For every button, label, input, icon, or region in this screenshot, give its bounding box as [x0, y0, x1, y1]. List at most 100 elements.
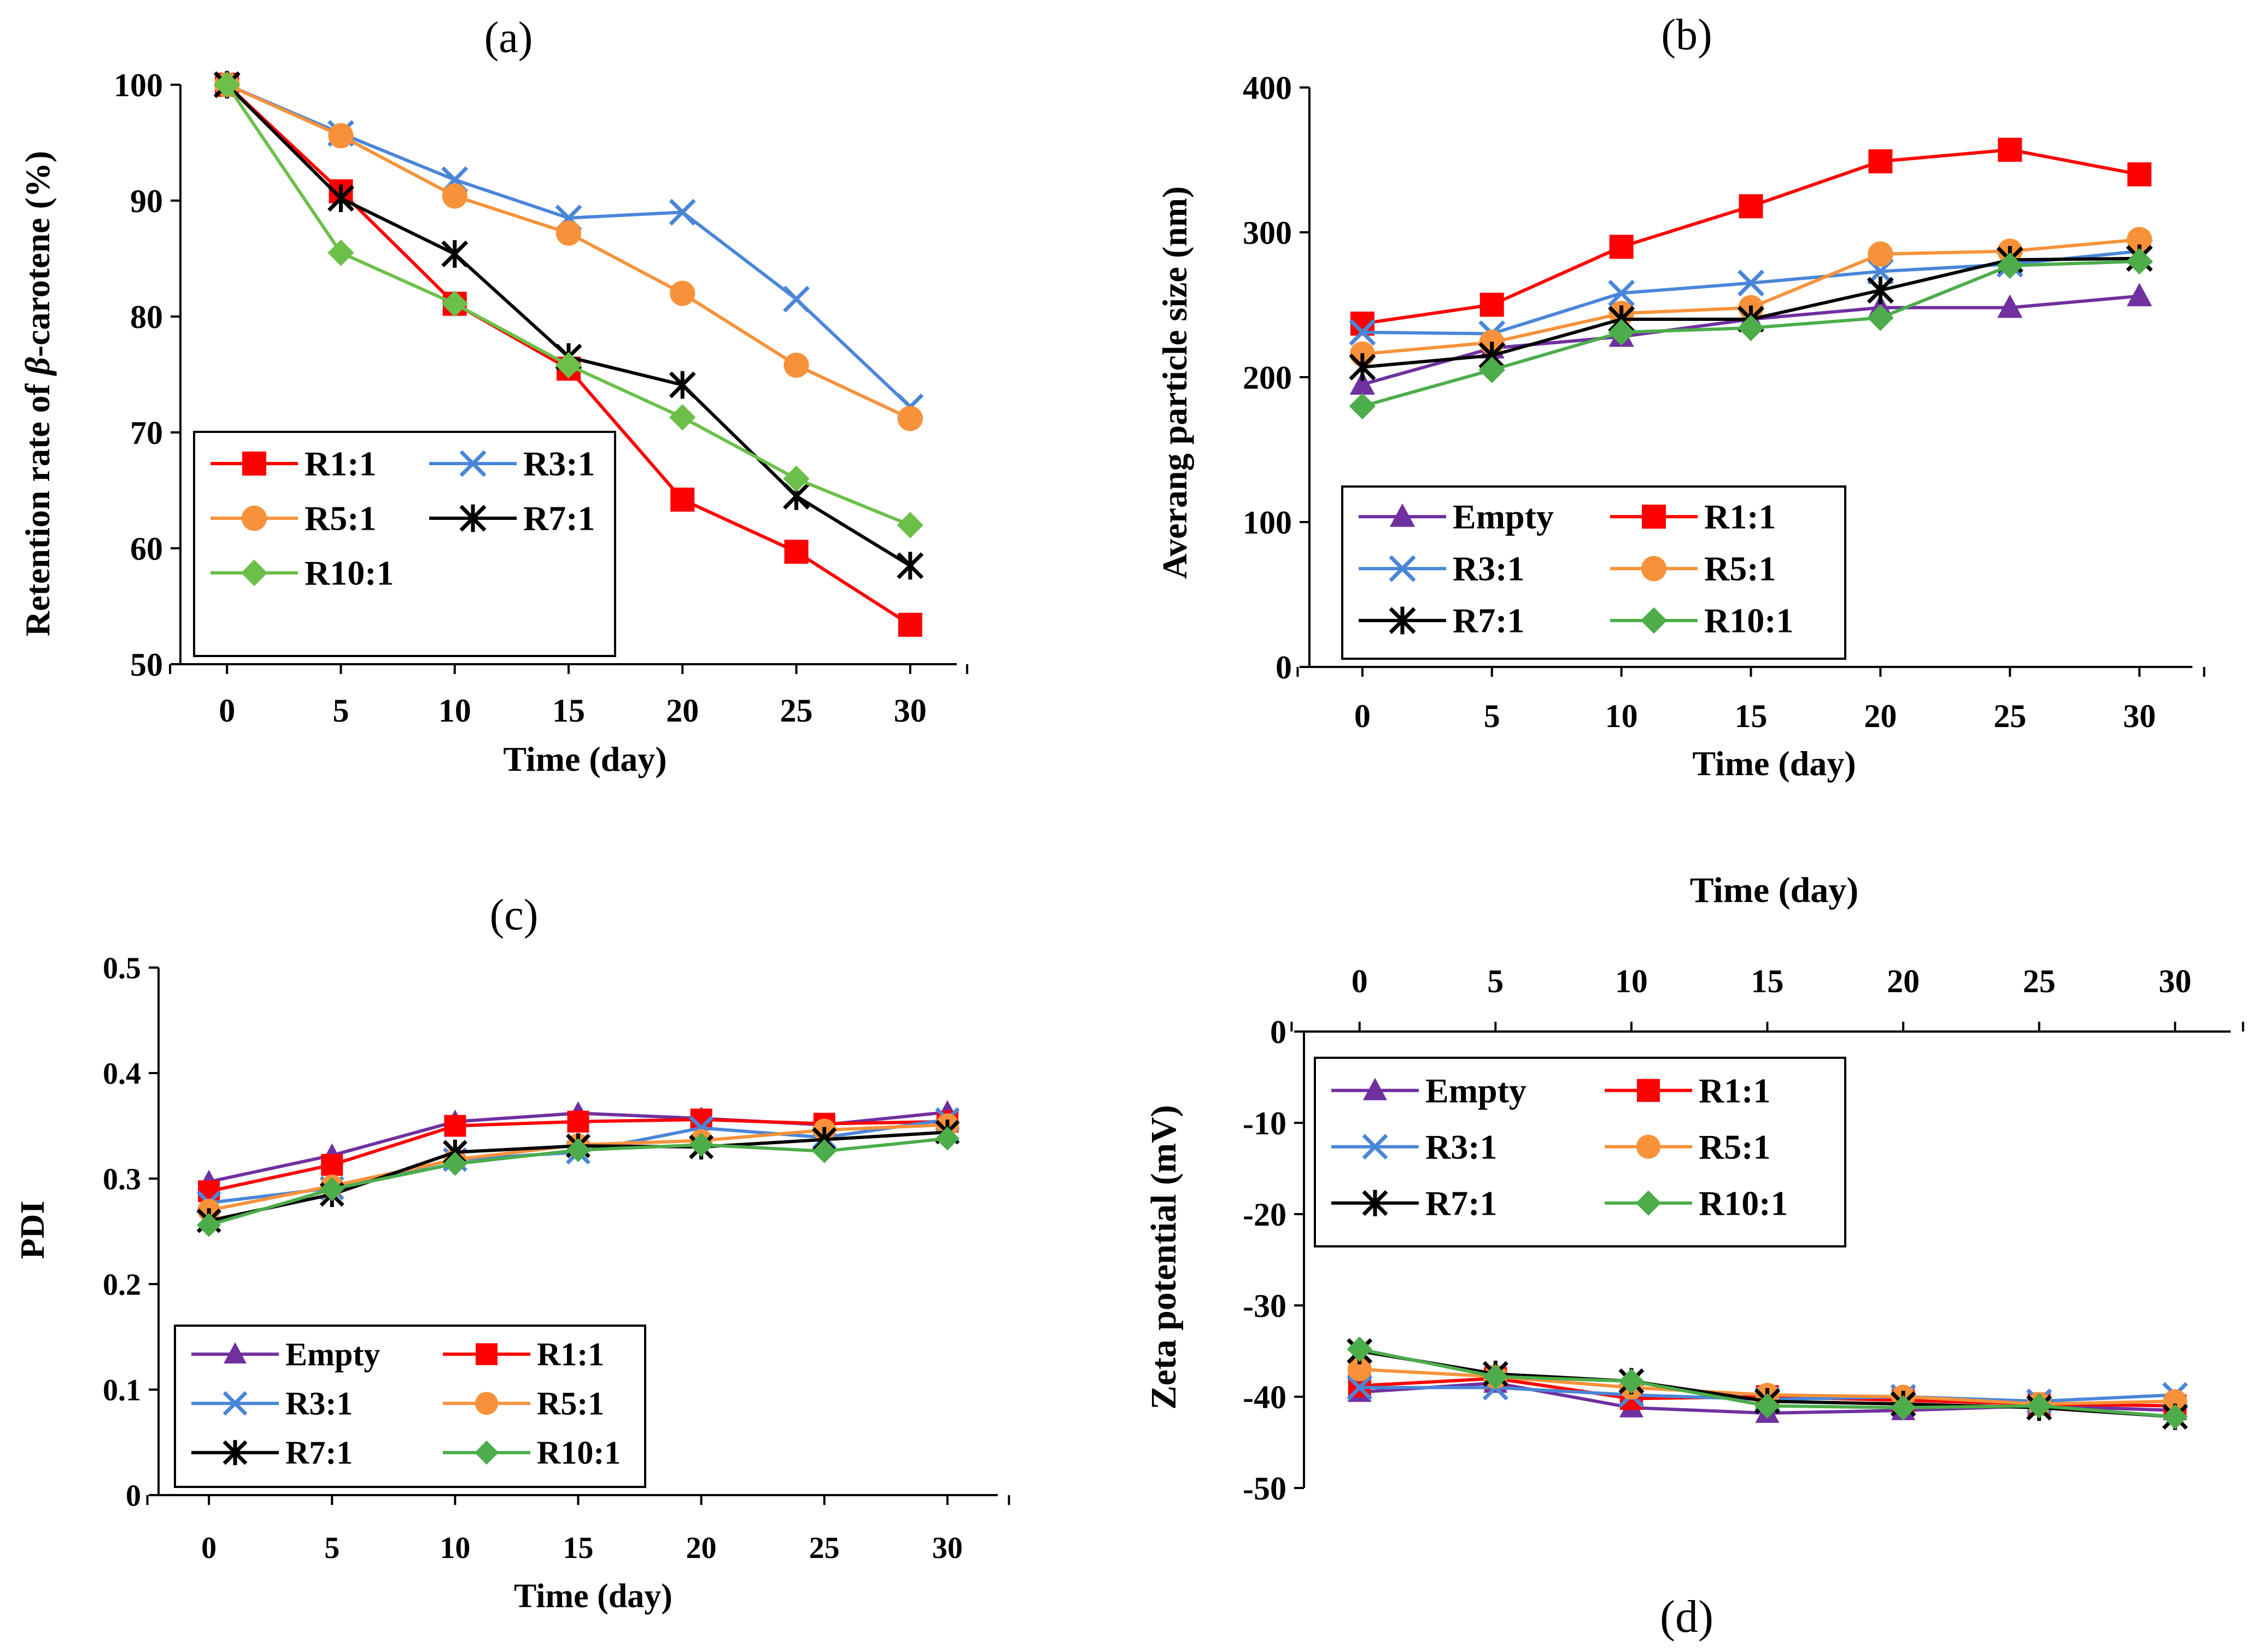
legend-label: R5:1 — [1699, 1127, 1771, 1166]
y-tick-label: 0.5 — [103, 952, 141, 986]
data-point — [1997, 294, 2023, 318]
y-tick-label: 0.3 — [103, 1163, 141, 1197]
data-point — [321, 1153, 343, 1176]
x-tick-label: 30 — [2159, 963, 2191, 999]
x-tick-label: 20 — [1887, 963, 1920, 999]
data-point — [327, 184, 354, 213]
legend-label: R1:1 — [1699, 1071, 1771, 1110]
chart-panel-a: 50 60 70 80 90 100 0 5 10 15 20 25 30 (a) Time (day) Re… — [18, 14, 968, 778]
data-point — [2126, 248, 2153, 275]
y-tick-label: -10 — [1243, 1105, 1286, 1141]
x-tick-label: 15 — [1751, 963, 1784, 999]
legend-label: Empty — [285, 1336, 380, 1372]
legend-swatch-marker — [476, 1343, 498, 1366]
y-tick-label: 0.4 — [103, 1057, 141, 1091]
data-point — [1867, 276, 1894, 304]
legend-label: R5:1 — [1704, 549, 1776, 588]
x-tick-label: 10 — [1615, 963, 1648, 999]
x-tick-label: 30 — [932, 1531, 963, 1565]
data-point — [784, 540, 809, 564]
x-tick-label: 0 — [219, 693, 235, 729]
y-tick-label: 0.2 — [103, 1268, 141, 1302]
x-tick-label: 25 — [1993, 698, 2026, 734]
data-point — [1347, 1337, 1372, 1362]
legend-swatch-marker — [1389, 606, 1416, 635]
x-tick-label: 20 — [666, 693, 699, 729]
legend-swatch-marker — [459, 504, 487, 532]
data-point — [1738, 270, 1764, 297]
y-tick-label: 100 — [114, 67, 163, 103]
data-point — [670, 280, 695, 306]
data-point — [1997, 252, 2023, 279]
legend-label: R5:1 — [537, 1385, 604, 1421]
data-point — [328, 123, 354, 149]
y-tick-label: -20 — [1243, 1197, 1286, 1233]
legend-label: Empty — [1425, 1071, 1526, 1110]
x-tick-label: 25 — [2023, 963, 2056, 999]
y-tick-label: 70 — [130, 415, 163, 451]
data-point — [1868, 149, 1893, 174]
x-tick-label: 15 — [1735, 698, 1768, 734]
data-point — [898, 612, 922, 637]
data-point — [897, 512, 923, 538]
data-point — [1608, 319, 1635, 346]
data-point — [1891, 1395, 1916, 1421]
data-point — [1483, 1364, 1508, 1390]
legend: Empty R1:1 R3:1 R5:1 R7:1 R10:1 — [1341, 485, 1846, 660]
data-point — [441, 240, 469, 268]
y-tick-label: 0.1 — [103, 1374, 141, 1408]
data-point — [443, 1151, 467, 1176]
data-point — [783, 285, 810, 313]
data-point — [320, 1177, 344, 1202]
x-tick-label: 30 — [894, 693, 927, 729]
y-tick-label: 400 — [1243, 70, 1292, 106]
y-axis-title: Averang particle size (nm) — [1155, 186, 1194, 579]
data-point — [2127, 162, 2152, 186]
legend-label: R10:1 — [537, 1434, 621, 1471]
legend-swatch-marker — [1642, 505, 1666, 529]
legend-swatch-marker — [1362, 1134, 1388, 1160]
data-point — [812, 1139, 837, 1163]
data-point — [555, 352, 582, 379]
x-axis-title: Time (day) — [1692, 744, 1856, 783]
y-axis-title: Zeta potential (mV) — [1144, 1105, 1184, 1409]
data-point — [1349, 371, 1375, 395]
chart-panel-b: 0 100 200 300 400 0 5 10 15 20 25 30 (b) Time (day) Av… — [1155, 11, 2206, 783]
data-point — [444, 1115, 466, 1137]
legend-label: R10:1 — [1704, 601, 1794, 640]
x-tick-label: 0 — [1354, 698, 1371, 734]
data-point — [689, 1133, 713, 1157]
legend-label: R10:1 — [1699, 1184, 1788, 1222]
legend-swatch-marker — [1640, 607, 1668, 634]
data-point — [214, 71, 241, 98]
data-point — [2127, 283, 2152, 307]
data-point — [1608, 279, 1635, 307]
data-point — [1998, 137, 2022, 162]
legend-swatch-marker — [459, 450, 487, 477]
series-R10:1 — [1347, 1337, 2188, 1430]
x-axis-title: Time (day) — [1690, 870, 1859, 910]
y-axis-title-part: Retention rate of — [18, 375, 57, 636]
data-point — [670, 487, 695, 512]
legend-box — [174, 1325, 646, 1488]
x-tick-label: 20 — [1864, 698, 1897, 734]
panel-label: (c) — [490, 891, 539, 939]
data-point — [2163, 1389, 2187, 1414]
panel-label: (a) — [484, 14, 533, 62]
data-point — [567, 1110, 589, 1133]
chart-panel-d: 0 -10 -20 -30 -40 -50 0 5 10 15 20 25 30 (d) Time (day… — [1144, 870, 2244, 1642]
x-tick-label: 30 — [2123, 698, 2156, 734]
legend-swatch-marker — [1389, 555, 1416, 582]
y-tick-label: -40 — [1243, 1379, 1286, 1415]
data-point — [1609, 235, 1634, 259]
y-tick-label: 300 — [1243, 215, 1292, 251]
data-point — [555, 220, 582, 246]
x-axis-title: Time (day) — [503, 740, 666, 778]
series-R10:1 — [1349, 248, 2153, 420]
data-point — [669, 198, 696, 226]
y-tick-label: 50 — [130, 647, 163, 683]
data-point — [2127, 227, 2152, 253]
legend-label: R7:1 — [285, 1434, 353, 1471]
legend-label: R3:1 — [523, 444, 595, 483]
